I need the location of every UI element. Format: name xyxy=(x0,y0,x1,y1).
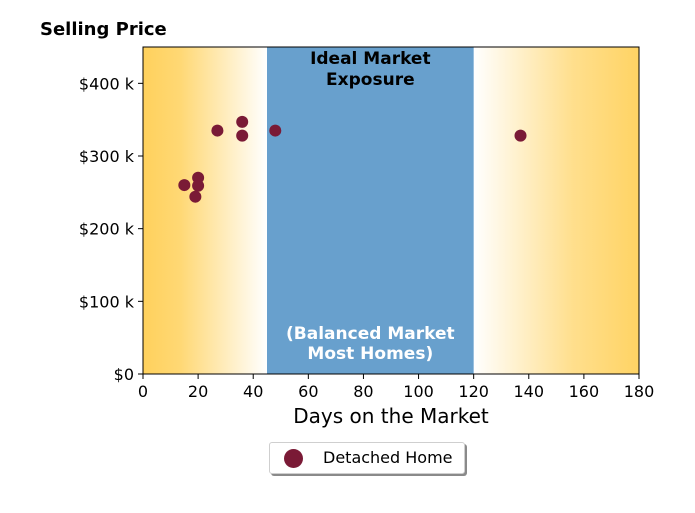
data-point-8 xyxy=(514,129,527,142)
band-label-bottom-line-2: Most Homes) xyxy=(307,344,433,364)
right-gradient-zone xyxy=(473,47,639,374)
x-tick-label-40: 40 xyxy=(243,382,263,401)
plot-frame xyxy=(142,46,640,375)
data-point-1 xyxy=(189,190,202,203)
data-point-4 xyxy=(211,124,224,137)
y-tick-label-300000: $300 k xyxy=(79,147,135,166)
legend: Detached Home xyxy=(269,442,465,474)
left-gradient-zone xyxy=(143,47,267,374)
x-tick-label-180: 180 xyxy=(624,382,655,401)
x-axis: 0 20 40 60 80 100 120 140 160 180 xyxy=(138,374,654,401)
x-tick-label-80: 80 xyxy=(353,382,373,401)
data-point-7 xyxy=(269,124,282,137)
x-tick-label-120: 120 xyxy=(458,382,489,401)
y-tick-label-400000: $400 k xyxy=(79,74,135,93)
x-tick-label-20: 20 xyxy=(188,382,208,401)
x-tick-label-60: 60 xyxy=(298,382,318,401)
band-label-top-line-1: Ideal Market xyxy=(310,49,431,69)
series-detached-home xyxy=(178,115,527,203)
x-tick-label-100: 100 xyxy=(403,382,434,401)
band-label-top-line-2: Exposure xyxy=(326,70,415,90)
legend-label-detached-home: Detached Home xyxy=(323,448,453,467)
data-point-0 xyxy=(178,179,191,192)
legend-marker-detached-home xyxy=(284,449,303,468)
y-tick-label-200000: $200 k xyxy=(79,220,135,239)
chart-title: Selling Price xyxy=(40,19,167,40)
y-axis: $0 $100 k $200 k $300 k $400 k xyxy=(79,74,143,384)
band-label-bottom-line-1: (Balanced Market xyxy=(286,324,455,344)
x-tick-label-0: 0 xyxy=(138,382,148,401)
data-point-3 xyxy=(192,179,205,192)
x-axis-label: Days on the Market xyxy=(293,404,489,428)
x-tick-label-140: 140 xyxy=(514,382,545,401)
data-point-5 xyxy=(236,115,249,128)
y-tick-label-100000: $100 k xyxy=(79,292,135,311)
ideal-exposure-band xyxy=(267,47,474,374)
x-tick-label-160: 160 xyxy=(569,382,600,401)
data-point-6 xyxy=(236,129,249,142)
y-tick-label-0: $0 xyxy=(114,365,134,384)
